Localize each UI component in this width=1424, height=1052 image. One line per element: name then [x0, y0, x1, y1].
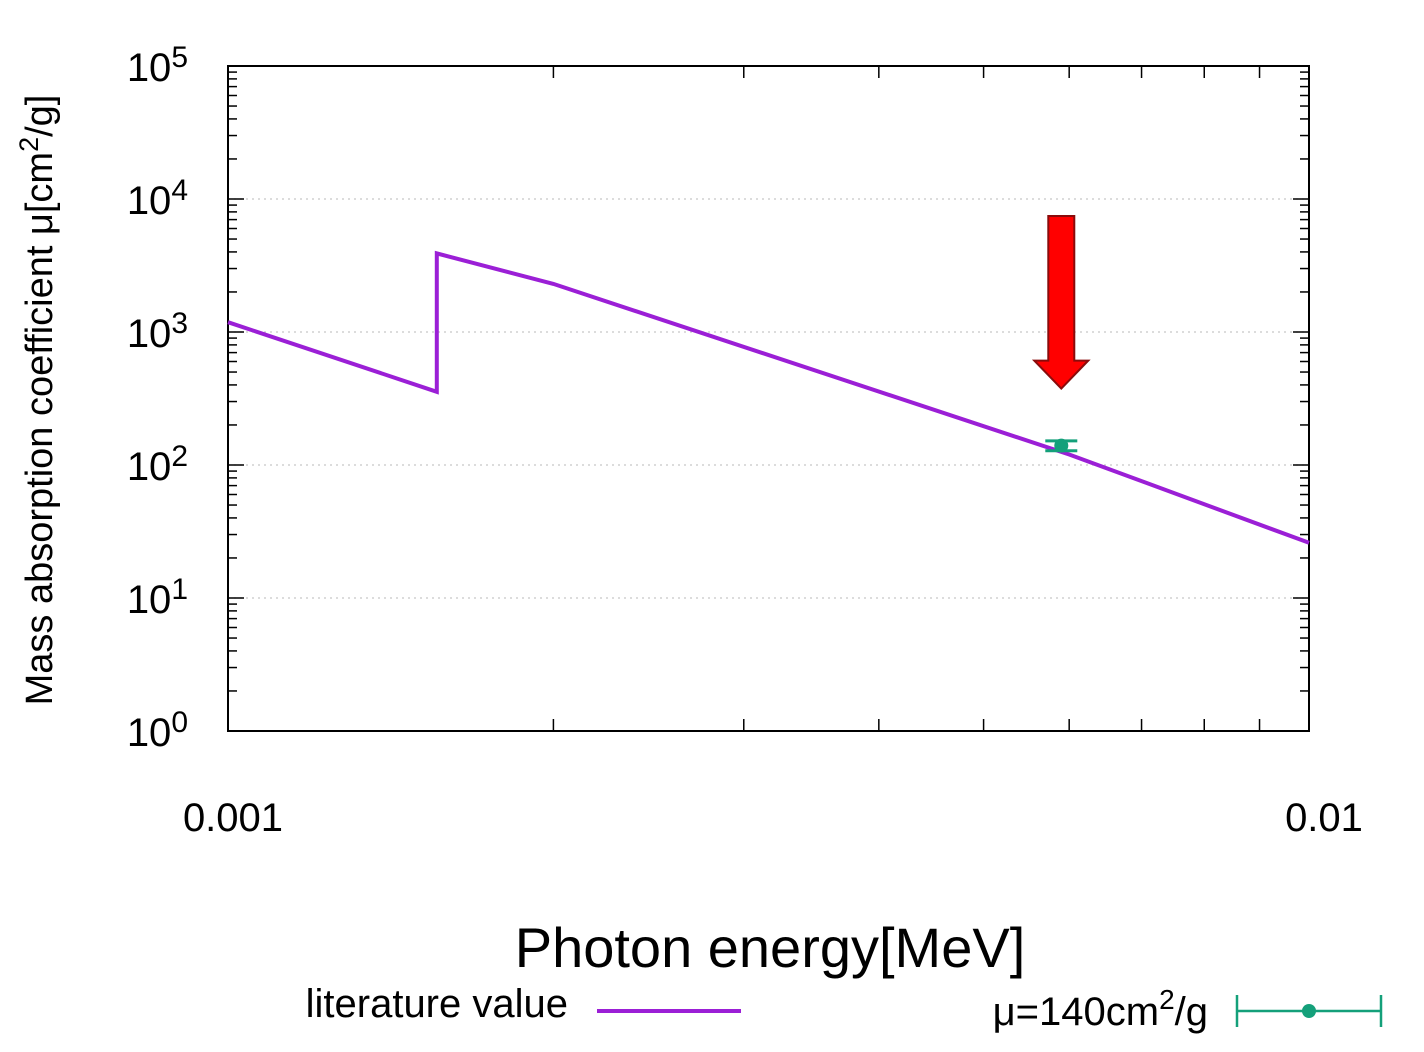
grid-lines — [228, 198, 1309, 599]
plot-frame — [227, 65, 1310, 732]
legend-swatch-measured-value — [1235, 995, 1383, 1027]
x-tick-label-1: 0.01 — [1285, 796, 1363, 840]
legend: literature value μ=140cm2/g — [306, 982, 1383, 1034]
series-line-literature-value — [227, 250, 1310, 545]
series-layer — [227, 250, 1310, 545]
legend-label-measured-value: μ=140cm2/g — [993, 984, 1208, 1034]
annotation-layer — [1031, 215, 1091, 391]
legend-errorbar-point — [1302, 1004, 1316, 1018]
y-tick-label-3: 103 — [127, 307, 188, 356]
y-axis-label: Mass absorption coefficient μ[cm2/g] — [14, 95, 61, 706]
tick-labels: 100 101 102 103 104 105 0.001 0.01 — [127, 41, 1363, 840]
x-tick-label-0: 0.001 — [183, 796, 283, 840]
series-errorbar-measured-value — [1045, 438, 1078, 453]
red-arrow-annotation — [1031, 215, 1091, 391]
y-tick-label-0: 100 — [127, 706, 188, 755]
axis-ticks — [227, 66, 1309, 732]
y-tick-label-2: 102 — [127, 440, 188, 489]
y-tick-label-4: 104 — [127, 174, 188, 223]
y-tick-label-1: 101 — [127, 573, 188, 622]
legend-label-literature-value: literature value — [306, 982, 568, 1026]
data-point-measured-value — [1054, 438, 1069, 453]
x-axis-label: Photon energy[MeV] — [515, 916, 1026, 979]
y-tick-label-5: 105 — [127, 41, 188, 90]
